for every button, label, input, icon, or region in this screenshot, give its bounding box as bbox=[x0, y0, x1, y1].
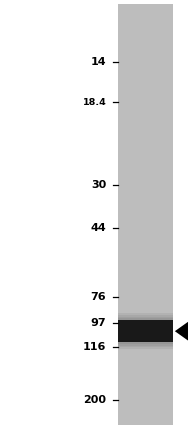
Text: 76: 76 bbox=[91, 292, 106, 302]
Bar bbox=[118, 320, 173, 342]
Bar bbox=[118, 313, 173, 349]
Bar bbox=[118, 317, 173, 346]
Bar bbox=[118, 4, 173, 425]
Text: 44: 44 bbox=[90, 223, 106, 233]
Bar bbox=[118, 318, 173, 344]
Text: 18.4: 18.4 bbox=[83, 98, 106, 106]
Text: 30: 30 bbox=[91, 180, 106, 190]
Bar bbox=[118, 315, 173, 347]
Text: 97: 97 bbox=[91, 317, 106, 328]
Text: 116: 116 bbox=[83, 341, 106, 352]
Polygon shape bbox=[175, 319, 188, 343]
Text: 200: 200 bbox=[83, 395, 106, 405]
Text: 14: 14 bbox=[91, 57, 106, 67]
